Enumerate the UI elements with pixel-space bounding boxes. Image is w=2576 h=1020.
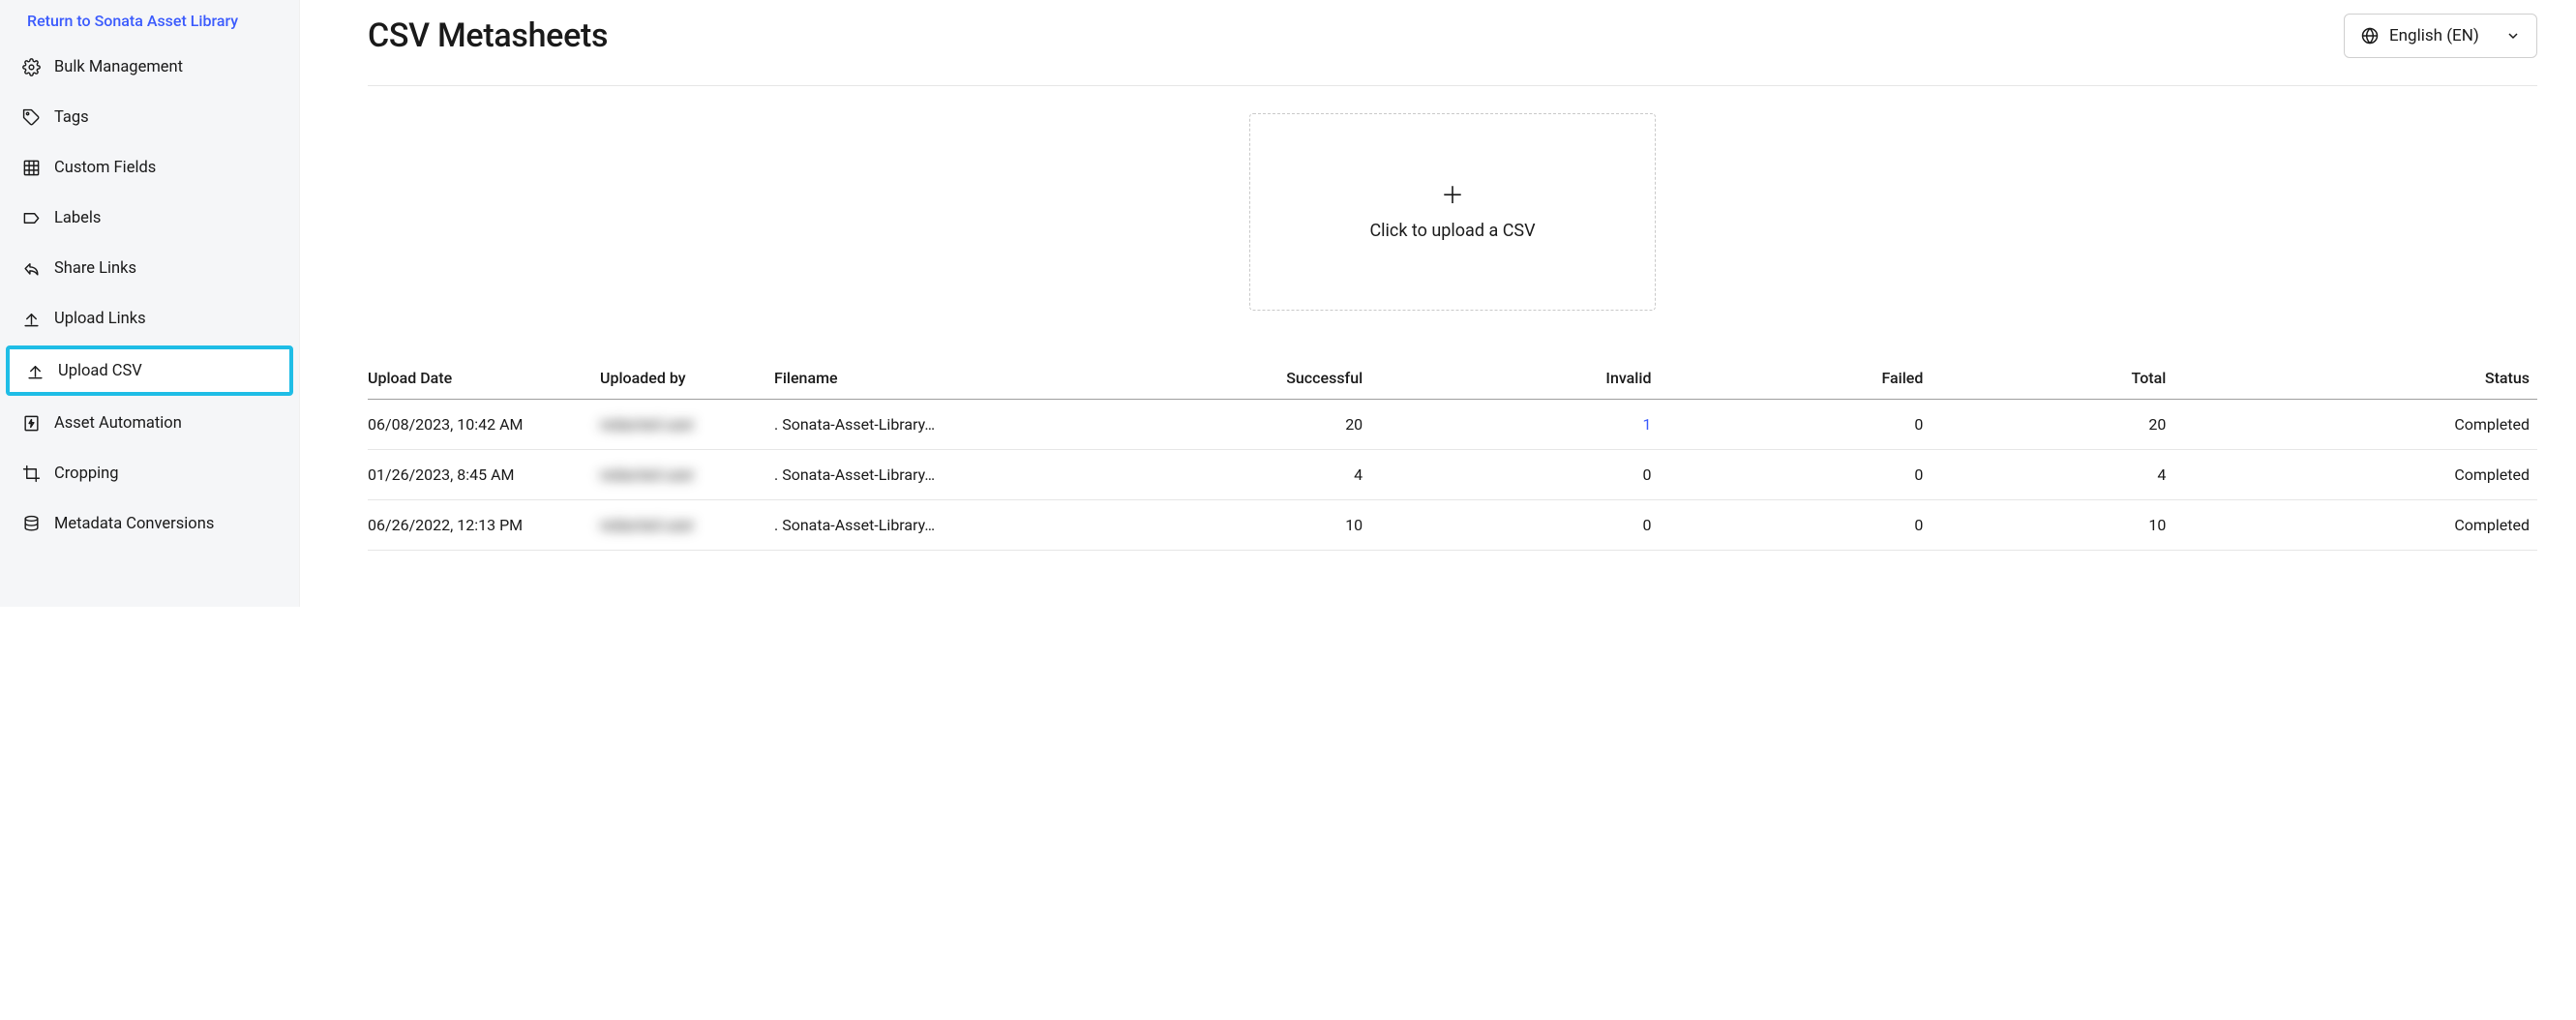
cell-successful: 4 bbox=[968, 450, 1386, 500]
bolt-doc-icon bbox=[21, 413, 41, 433]
chevron-down-icon bbox=[2505, 28, 2521, 44]
grid-icon bbox=[21, 158, 41, 177]
upload-icon bbox=[21, 309, 41, 328]
gear-icon bbox=[21, 57, 41, 76]
table-row: 06/26/2022, 12:13 PMredacted user. Sonat… bbox=[368, 500, 2537, 551]
cell-failed: 0 bbox=[1674, 500, 1946, 551]
cell-invalid: 0 bbox=[1386, 450, 1674, 500]
cell-total: 10 bbox=[1946, 500, 2189, 551]
crop-icon bbox=[21, 464, 41, 483]
upload-dropzone-label: Click to upload a CSV bbox=[1369, 221, 1535, 241]
cell-upload-date: 06/26/2022, 12:13 PM bbox=[368, 500, 600, 551]
cell-invalid: 0 bbox=[1386, 500, 1674, 551]
page-title: CSV Metasheets bbox=[368, 16, 608, 55]
col-successful: Successful bbox=[968, 359, 1386, 400]
cell-uploaded-by: redacted user bbox=[600, 500, 774, 551]
sidebar-item-label: Metadata Conversions bbox=[54, 515, 214, 533]
table-row: 01/26/2023, 8:45 AMredacted user. Sonata… bbox=[368, 450, 2537, 500]
cell-failed: 0 bbox=[1674, 400, 1946, 450]
upload-dropzone[interactable]: ＋ Click to upload a CSV bbox=[1249, 113, 1656, 311]
table-row: 06/08/2023, 10:42 AMredacted user. Sonat… bbox=[368, 400, 2537, 450]
sidebar-item-label: Asset Automation bbox=[54, 414, 182, 433]
tag-icon bbox=[21, 107, 41, 127]
language-label: English (EN) bbox=[2389, 26, 2479, 45]
uploads-table: Upload Date Uploaded by Filename Success… bbox=[368, 359, 2537, 551]
sidebar-item-asset-automation[interactable]: Asset Automation bbox=[0, 398, 299, 448]
upload-icon bbox=[25, 361, 45, 380]
col-invalid: Invalid bbox=[1386, 359, 1674, 400]
sidebar: Return to Sonata Asset Library Bulk Mana… bbox=[0, 0, 300, 607]
col-upload-date: Upload Date bbox=[368, 359, 600, 400]
cell-successful: 20 bbox=[968, 400, 1386, 450]
cell-filename: . Sonata-Asset-Library… bbox=[774, 500, 968, 551]
sidebar-item-share-links[interactable]: Share Links bbox=[0, 243, 299, 293]
cell-upload-date: 06/08/2023, 10:42 AM bbox=[368, 400, 600, 450]
globe-icon bbox=[2360, 26, 2380, 45]
col-failed: Failed bbox=[1674, 359, 1946, 400]
cell-uploaded-by: redacted user bbox=[600, 400, 774, 450]
plus-icon: ＋ bbox=[1441, 184, 1464, 207]
sidebar-item-metadata-conversions[interactable]: Metadata Conversions bbox=[0, 498, 299, 549]
sidebar-item-label: Upload Links bbox=[54, 310, 146, 328]
sidebar-item-label: Bulk Management bbox=[54, 58, 183, 76]
sidebar-item-bulk-management[interactable]: Bulk Management bbox=[0, 42, 299, 92]
return-link[interactable]: Return to Sonata Asset Library bbox=[0, 6, 299, 42]
sidebar-item-custom-fields[interactable]: Custom Fields bbox=[0, 142, 299, 193]
cell-total: 20 bbox=[1946, 400, 2189, 450]
cell-filename: . Sonata-Asset-Library… bbox=[774, 450, 968, 500]
col-filename: Filename bbox=[774, 359, 968, 400]
cell-successful: 10 bbox=[968, 500, 1386, 551]
share-icon bbox=[21, 258, 41, 278]
sidebar-item-upload-csv[interactable]: Upload CSV bbox=[6, 345, 293, 396]
sidebar-item-label: Share Links bbox=[54, 259, 136, 278]
sidebar-item-label: Labels bbox=[54, 209, 101, 227]
database-icon bbox=[21, 514, 41, 533]
col-uploaded-by: Uploaded by bbox=[600, 359, 774, 400]
sidebar-item-upload-links[interactable]: Upload Links bbox=[0, 293, 299, 344]
sidebar-item-label: Cropping bbox=[54, 465, 119, 483]
cell-uploaded-by: redacted user bbox=[600, 450, 774, 500]
cell-filename: . Sonata-Asset-Library… bbox=[774, 400, 968, 450]
sidebar-item-label: Custom Fields bbox=[54, 159, 156, 177]
col-total: Total bbox=[1946, 359, 2189, 400]
language-select[interactable]: English (EN) bbox=[2344, 14, 2537, 58]
cell-failed: 0 bbox=[1674, 450, 1946, 500]
main-content: CSV Metasheets English (EN) bbox=[300, 0, 2576, 607]
sidebar-item-label: Tags bbox=[54, 108, 89, 127]
col-status: Status bbox=[2189, 359, 2537, 400]
page-header: CSV Metasheets English (EN) bbox=[368, 14, 2537, 86]
cell-status: Completed bbox=[2189, 500, 2537, 551]
sidebar-item-cropping[interactable]: Cropping bbox=[0, 448, 299, 498]
cell-invalid[interactable]: 1 bbox=[1386, 400, 1674, 450]
sidebar-item-labels[interactable]: Labels bbox=[0, 193, 299, 243]
cell-total: 4 bbox=[1946, 450, 2189, 500]
cell-status: Completed bbox=[2189, 450, 2537, 500]
label-icon bbox=[21, 208, 41, 227]
sidebar-item-label: Upload CSV bbox=[58, 362, 142, 380]
cell-status: Completed bbox=[2189, 400, 2537, 450]
sidebar-item-tags[interactable]: Tags bbox=[0, 92, 299, 142]
cell-upload-date: 01/26/2023, 8:45 AM bbox=[368, 450, 600, 500]
